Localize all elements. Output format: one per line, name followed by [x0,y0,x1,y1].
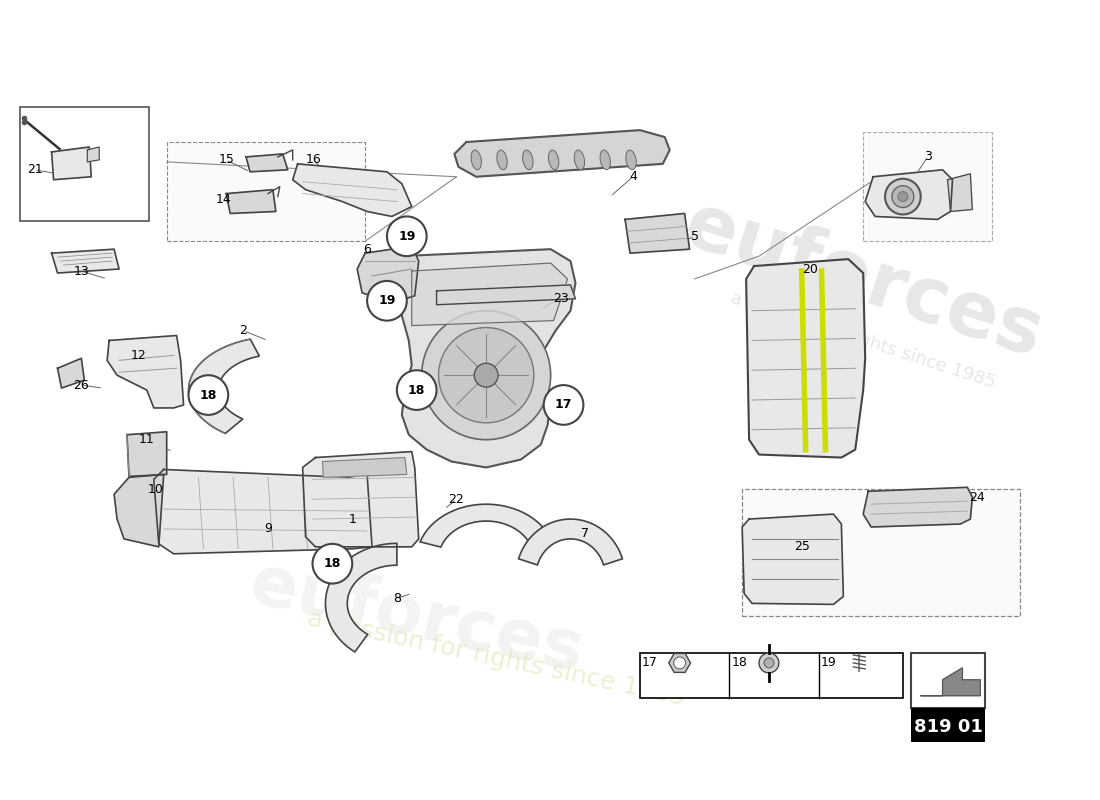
Polygon shape [57,358,85,388]
Polygon shape [746,259,866,458]
Text: 15: 15 [218,154,234,166]
Text: 13: 13 [74,265,89,278]
Polygon shape [518,519,623,565]
Text: 19: 19 [378,294,396,307]
Circle shape [759,653,779,673]
Text: a passion for rights since 1985: a passion for rights since 1985 [728,289,998,392]
Polygon shape [227,190,276,214]
Circle shape [387,217,427,256]
Polygon shape [411,263,568,326]
Text: 23: 23 [552,292,569,306]
Text: 18: 18 [408,383,426,397]
Text: 18: 18 [200,389,217,402]
Ellipse shape [549,150,559,170]
Circle shape [886,178,921,214]
Polygon shape [399,249,575,467]
Bar [640,653,903,698]
Text: 17: 17 [642,657,658,670]
Polygon shape [669,654,691,672]
Polygon shape [114,474,164,547]
Ellipse shape [471,150,482,170]
Polygon shape [326,543,397,652]
Text: 21: 21 [26,163,43,176]
Polygon shape [866,170,953,219]
Circle shape [474,363,498,387]
Text: 1: 1 [349,513,356,526]
Text: 11: 11 [139,433,155,446]
Text: 20: 20 [802,262,817,275]
Polygon shape [322,458,407,478]
Text: 9: 9 [264,522,272,535]
Circle shape [312,544,352,583]
Text: 8: 8 [393,592,400,605]
Text: 16: 16 [306,154,321,166]
Text: 18: 18 [732,657,747,670]
Polygon shape [947,174,972,211]
Text: 22: 22 [449,493,464,506]
Circle shape [898,192,907,202]
Text: 18: 18 [323,558,341,570]
Bar [864,132,992,242]
Polygon shape [625,214,690,253]
Text: 26: 26 [74,378,89,392]
Ellipse shape [626,150,636,170]
Ellipse shape [522,150,534,170]
Bar [911,653,986,707]
Text: 14: 14 [216,193,231,206]
Polygon shape [302,451,419,547]
Polygon shape [52,249,119,273]
Polygon shape [742,514,844,604]
Text: 25: 25 [794,540,810,554]
Circle shape [421,310,551,440]
Circle shape [673,657,685,669]
Polygon shape [188,339,260,434]
Polygon shape [154,470,372,554]
Text: 19: 19 [821,657,836,670]
Circle shape [543,385,583,425]
Polygon shape [126,432,167,476]
Bar [167,142,365,242]
Text: 6: 6 [363,242,371,256]
Text: 7: 7 [582,527,590,541]
Text: 819 01: 819 01 [914,718,983,737]
Ellipse shape [497,150,507,170]
Polygon shape [437,285,575,305]
Ellipse shape [601,150,610,170]
Text: 12: 12 [131,349,146,362]
Circle shape [439,327,534,423]
Polygon shape [246,154,288,172]
Text: 5: 5 [691,230,698,242]
Polygon shape [87,147,99,162]
Polygon shape [52,147,91,180]
Text: 3: 3 [924,150,932,163]
Text: 19: 19 [398,230,416,242]
Bar [742,490,1020,616]
Text: 2: 2 [239,324,248,337]
Text: 4: 4 [629,170,637,183]
Polygon shape [454,130,670,177]
Circle shape [764,658,774,668]
Polygon shape [921,668,980,696]
Text: 10: 10 [147,482,164,496]
Circle shape [367,281,407,321]
Bar [911,707,986,742]
Text: 17: 17 [554,398,572,411]
Bar [20,107,148,222]
Circle shape [892,186,914,207]
Text: 24: 24 [969,490,986,504]
Text: euforces: euforces [674,188,1052,374]
Polygon shape [420,504,552,547]
Polygon shape [107,335,184,408]
Circle shape [397,370,437,410]
Text: a passion for rights since 1985: a passion for rights since 1985 [305,606,688,710]
Polygon shape [864,487,972,527]
Polygon shape [293,164,411,217]
Circle shape [188,375,228,415]
Ellipse shape [574,150,584,170]
Text: euforces: euforces [244,550,590,686]
Polygon shape [358,246,419,302]
